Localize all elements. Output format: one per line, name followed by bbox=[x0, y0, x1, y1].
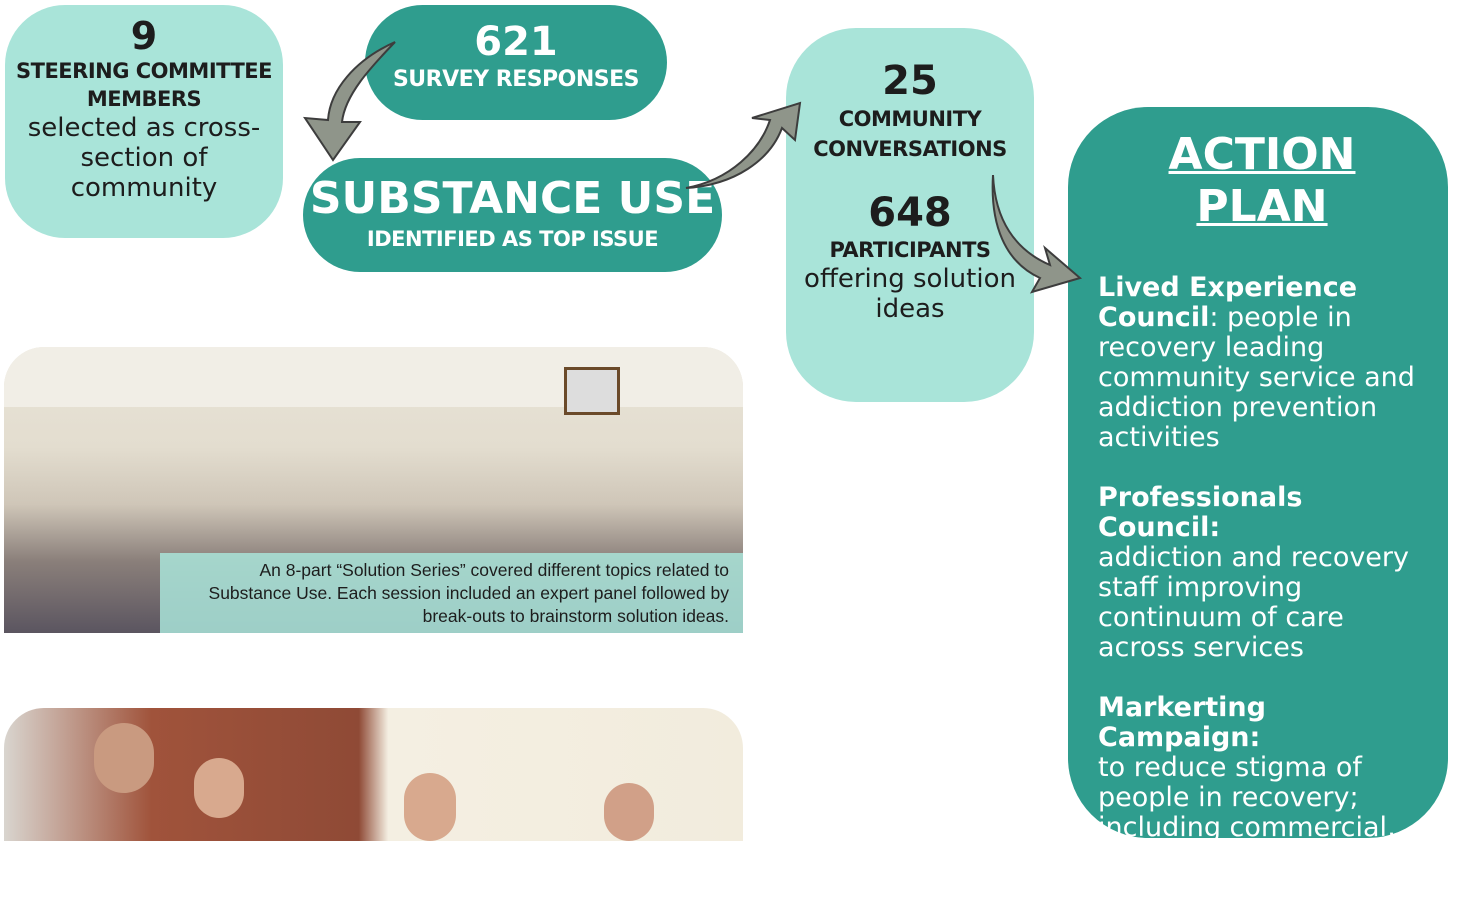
arrow bbox=[305, 42, 395, 160]
arrows bbox=[0, 0, 1465, 841]
page: 9 STEERING COMMITTEE MEMBERS selected as… bbox=[0, 0, 1465, 841]
arrow bbox=[993, 175, 1080, 292]
arrow bbox=[686, 103, 800, 188]
